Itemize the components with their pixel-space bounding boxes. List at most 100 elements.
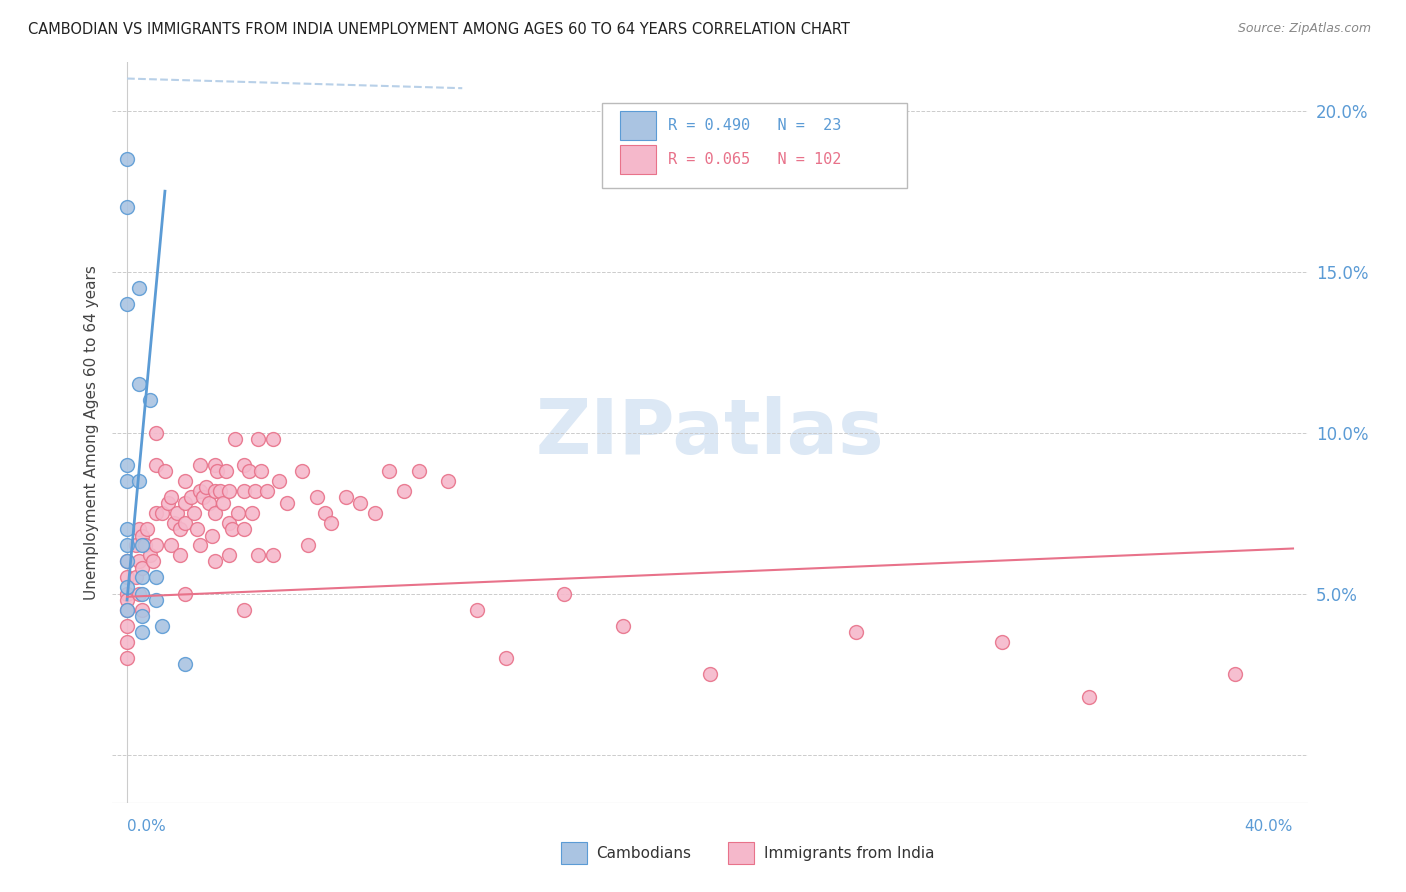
Point xyxy=(267,474,290,488)
Y-axis label: Unemployment Among Ages 60 to 64 years: Unemployment Among Ages 60 to 64 years xyxy=(83,265,98,600)
Point xyxy=(128,586,150,600)
Point xyxy=(226,506,249,520)
Text: Source: ZipAtlas.com: Source: ZipAtlas.com xyxy=(1237,22,1371,36)
Point xyxy=(209,483,232,498)
Point xyxy=(115,602,138,616)
Point xyxy=(212,496,235,510)
Point xyxy=(128,281,150,295)
Point xyxy=(115,651,138,665)
FancyBboxPatch shape xyxy=(603,103,907,188)
Point xyxy=(115,522,138,536)
Point xyxy=(174,657,197,672)
Point xyxy=(204,554,226,568)
Point xyxy=(242,506,264,520)
Point xyxy=(297,538,319,552)
Point xyxy=(197,496,219,510)
Point xyxy=(314,506,336,520)
Point xyxy=(115,458,138,472)
Point xyxy=(699,667,721,681)
Point xyxy=(163,516,186,530)
Point xyxy=(128,474,150,488)
Point xyxy=(131,570,153,584)
Point xyxy=(131,609,153,624)
Point xyxy=(174,474,197,488)
Point xyxy=(1078,690,1101,704)
Point xyxy=(128,554,150,568)
Point xyxy=(115,152,138,166)
Point xyxy=(139,548,162,562)
Text: ZIPatlas: ZIPatlas xyxy=(536,396,884,469)
Point xyxy=(136,522,159,536)
Point xyxy=(159,538,181,552)
Point xyxy=(247,432,270,446)
Point xyxy=(1223,667,1246,681)
Point xyxy=(186,522,208,536)
Point xyxy=(145,570,167,584)
Point xyxy=(131,586,153,600)
Point xyxy=(305,490,328,504)
Text: Cambodians: Cambodians xyxy=(596,846,692,861)
Point xyxy=(204,506,226,520)
Point xyxy=(335,490,357,504)
Point xyxy=(256,483,278,498)
Point xyxy=(276,496,298,510)
Point xyxy=(180,490,202,504)
Point xyxy=(291,464,314,478)
Text: Immigrants from India: Immigrants from India xyxy=(763,846,935,861)
Point xyxy=(408,464,430,478)
Point xyxy=(174,516,197,530)
Point xyxy=(364,506,387,520)
Point xyxy=(142,554,165,568)
Text: CAMBODIAN VS IMMIGRANTS FROM INDIA UNEMPLOYMENT AMONG AGES 60 TO 64 YEARS CORREL: CAMBODIAN VS IMMIGRANTS FROM INDIA UNEMP… xyxy=(28,22,851,37)
Point xyxy=(194,480,217,494)
Point xyxy=(131,538,153,552)
FancyBboxPatch shape xyxy=(620,111,657,140)
Point xyxy=(159,490,181,504)
FancyBboxPatch shape xyxy=(561,842,586,864)
Point xyxy=(115,297,138,311)
Text: 40.0%: 40.0% xyxy=(1244,819,1294,834)
Point xyxy=(495,651,517,665)
Point xyxy=(128,377,150,392)
Point xyxy=(553,586,575,600)
Point xyxy=(115,554,138,568)
Point xyxy=(392,483,415,498)
Point xyxy=(238,464,260,478)
Point xyxy=(250,464,273,478)
Point xyxy=(247,548,270,562)
Point xyxy=(125,538,148,552)
Point xyxy=(115,538,138,552)
Point xyxy=(174,586,197,600)
Point xyxy=(115,474,138,488)
Point xyxy=(191,490,214,504)
Point xyxy=(218,548,240,562)
Point xyxy=(232,483,254,498)
Point xyxy=(378,464,401,478)
Point xyxy=(183,506,205,520)
Point xyxy=(131,625,153,640)
Point xyxy=(612,619,634,633)
Point xyxy=(232,458,254,472)
Point xyxy=(128,522,150,536)
Point xyxy=(115,200,138,214)
Point xyxy=(169,522,191,536)
Point xyxy=(262,432,284,446)
Point xyxy=(145,593,167,607)
Point xyxy=(139,393,162,408)
Point xyxy=(115,586,138,600)
Text: R = 0.065   N = 102: R = 0.065 N = 102 xyxy=(668,153,842,167)
Point xyxy=(174,496,197,510)
Point xyxy=(150,619,173,633)
Point xyxy=(218,516,240,530)
FancyBboxPatch shape xyxy=(728,842,754,864)
FancyBboxPatch shape xyxy=(620,145,657,175)
Point xyxy=(115,580,138,594)
Point xyxy=(319,516,342,530)
Point xyxy=(465,602,488,616)
Point xyxy=(221,522,243,536)
Point xyxy=(188,483,211,498)
Point xyxy=(232,522,254,536)
Point xyxy=(349,496,371,510)
Point xyxy=(207,464,229,478)
Point xyxy=(245,483,267,498)
